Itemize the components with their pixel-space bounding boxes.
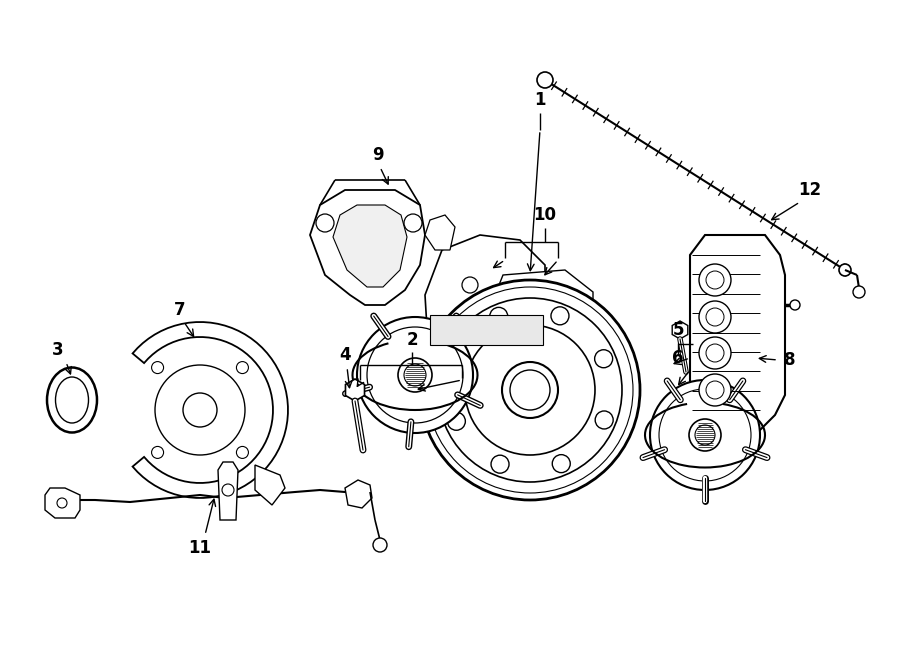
Ellipse shape (47, 368, 97, 432)
Polygon shape (690, 235, 785, 430)
Text: 6: 6 (672, 349, 684, 367)
Polygon shape (218, 462, 238, 520)
Circle shape (222, 484, 234, 496)
Circle shape (398, 358, 432, 392)
Ellipse shape (56, 377, 88, 423)
Circle shape (650, 380, 760, 490)
Text: 12: 12 (798, 181, 822, 199)
Circle shape (551, 307, 569, 325)
Polygon shape (132, 322, 288, 498)
Circle shape (706, 344, 724, 362)
Polygon shape (346, 379, 365, 401)
Polygon shape (45, 488, 80, 518)
Polygon shape (255, 465, 285, 505)
Text: 4: 4 (339, 346, 351, 364)
Polygon shape (430, 315, 543, 345)
Polygon shape (672, 321, 688, 339)
Text: 2: 2 (406, 331, 418, 349)
Circle shape (404, 214, 422, 232)
Circle shape (699, 301, 731, 333)
Circle shape (357, 317, 473, 433)
Text: 8: 8 (784, 351, 796, 369)
Text: 10: 10 (534, 206, 556, 224)
Text: 1: 1 (535, 91, 545, 109)
Text: 5: 5 (672, 321, 684, 339)
Text: 9: 9 (373, 146, 383, 164)
Circle shape (151, 446, 164, 459)
Circle shape (553, 455, 571, 473)
Circle shape (462, 277, 478, 293)
Circle shape (502, 362, 558, 418)
Polygon shape (345, 480, 372, 508)
Circle shape (183, 393, 217, 427)
Circle shape (420, 280, 640, 500)
Circle shape (699, 374, 731, 406)
Circle shape (839, 264, 851, 276)
Circle shape (151, 362, 164, 373)
Circle shape (490, 307, 508, 325)
Circle shape (237, 446, 248, 459)
Circle shape (706, 381, 724, 399)
Text: 7: 7 (175, 301, 185, 319)
Circle shape (373, 538, 387, 552)
Circle shape (595, 350, 613, 368)
Circle shape (446, 351, 464, 369)
Text: 3: 3 (52, 341, 64, 359)
Polygon shape (492, 340, 591, 365)
Polygon shape (425, 235, 545, 345)
Circle shape (853, 286, 865, 298)
Polygon shape (487, 270, 593, 365)
Polygon shape (425, 215, 455, 250)
Circle shape (491, 455, 509, 473)
Circle shape (699, 337, 731, 369)
Circle shape (790, 300, 800, 310)
Circle shape (510, 370, 550, 410)
Circle shape (699, 264, 731, 296)
Circle shape (689, 419, 721, 451)
Polygon shape (333, 205, 407, 287)
Circle shape (237, 362, 248, 373)
Circle shape (706, 271, 724, 289)
Circle shape (155, 365, 245, 455)
Circle shape (57, 498, 67, 508)
Circle shape (595, 411, 613, 429)
Circle shape (447, 412, 465, 430)
Text: 11: 11 (188, 539, 212, 557)
Polygon shape (310, 190, 425, 305)
Circle shape (316, 214, 334, 232)
Circle shape (706, 308, 724, 326)
Circle shape (537, 72, 553, 88)
